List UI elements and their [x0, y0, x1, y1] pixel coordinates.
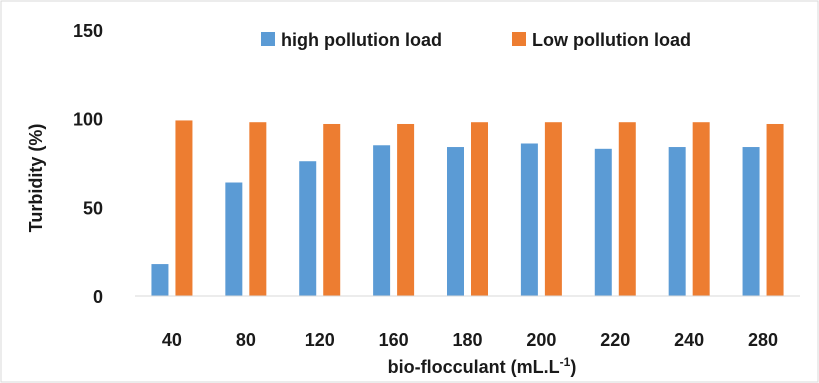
bar-low-pollution-120 [323, 123, 341, 296]
bar-low-pollution-200 [544, 122, 562, 296]
bar-low-pollution-280 [766, 123, 784, 296]
y-axis-title: Turbidity (%) [26, 124, 46, 233]
x-axis-tick-labels: 40 80 120 160 180 200 220 240 280 [162, 330, 778, 350]
bar-high-pollution-80 [225, 182, 243, 296]
x-tick-label: 280 [748, 330, 778, 350]
x-tick-label: 40 [162, 330, 182, 350]
x-axis-title: bio-flocculant (mL.L-1) [388, 355, 577, 377]
y-tick-label: 0 [93, 287, 103, 307]
bar-low-pollution-240 [692, 122, 710, 296]
x-axis-title-tail: ) [570, 357, 576, 377]
legend-swatch-high-pollution [261, 32, 275, 46]
bar-low-pollution-220 [618, 122, 636, 296]
bar-high-pollution-240 [668, 147, 686, 296]
legend-label-high-pollution: high pollution load [281, 30, 442, 50]
bar-low-pollution-80 [249, 122, 267, 296]
x-tick-label: 80 [236, 330, 256, 350]
bar-low-pollution-40 [175, 120, 193, 296]
bar-low-pollution-180 [471, 122, 488, 296]
x-tick-label: 200 [526, 330, 556, 350]
bar-high-pollution-200 [520, 143, 538, 296]
legend: high pollution load Low pollution load [261, 30, 691, 50]
x-tick-label: 220 [600, 330, 630, 350]
x-tick-label: 180 [452, 330, 482, 350]
bar-high-pollution-180 [447, 147, 464, 296]
bar-high-pollution-160 [373, 145, 391, 296]
legend-swatch-low-pollution [512, 32, 526, 46]
bar-high-pollution-220 [594, 148, 612, 296]
y-tick-label: 100 [73, 110, 103, 130]
bar-high-pollution-280 [742, 147, 760, 296]
x-tick-label: 120 [305, 330, 335, 350]
y-tick-label: 150 [73, 21, 103, 41]
bar-low-pollution-160 [397, 123, 415, 296]
bar-series [151, 120, 784, 296]
x-tick-label: 160 [379, 330, 409, 350]
x-axis-title-main: bio-flocculant (mL.L [388, 357, 560, 377]
bar-high-pollution-120 [299, 161, 317, 296]
bar-high-pollution-40 [151, 264, 169, 296]
x-axis-title-superscript: -1 [560, 355, 571, 369]
y-axis-tick-labels: 0 50 100 150 [73, 21, 103, 307]
y-tick-label: 50 [83, 198, 103, 218]
x-tick-label: 240 [674, 330, 704, 350]
legend-label-low-pollution: Low pollution load [532, 30, 691, 50]
